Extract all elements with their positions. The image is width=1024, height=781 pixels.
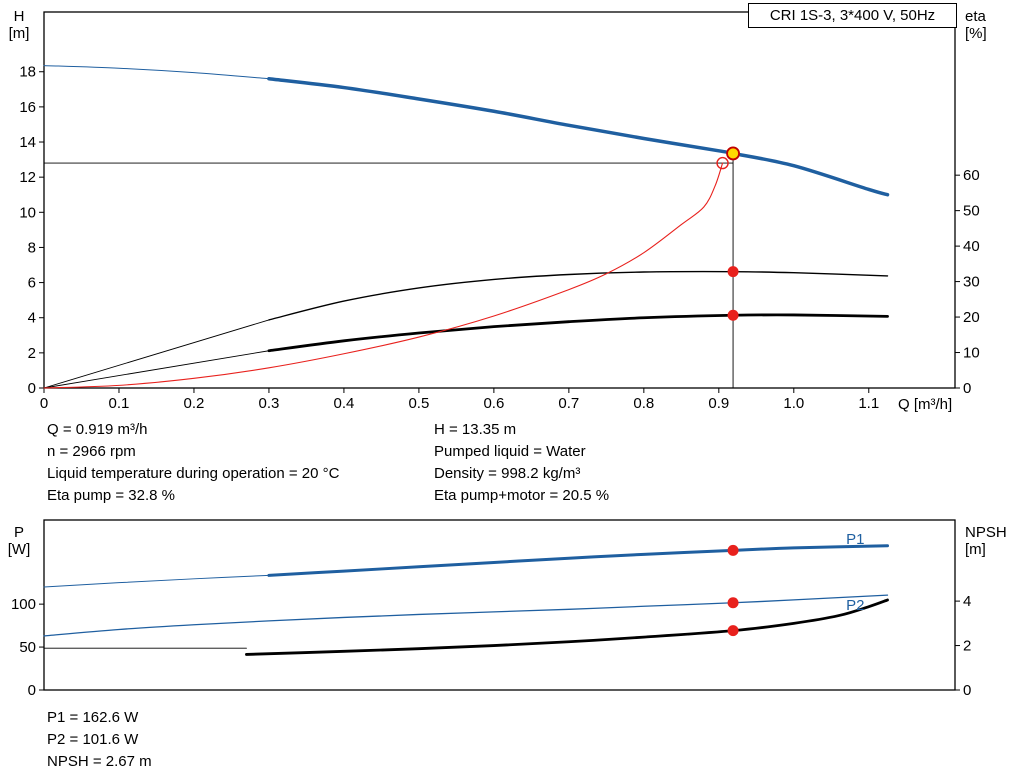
x-axis-tick-label: 0.8 [633,395,654,412]
left-axis-tick-label: 8 [28,239,36,256]
left-axis-unit: [W] [8,541,31,558]
eta-pump-point [727,266,739,278]
eta-pump-motor-lead-curve [43,350,270,389]
chart-frame [43,519,956,691]
left-axis-tick-label: 50 [19,639,36,656]
left-axis-unit: [m] [9,25,30,42]
right-axis-title: NPSH [965,524,1007,541]
eta-pump-motor-readout: Eta pump+motor = 20.5 % [434,487,610,504]
pump-title-box: CRI 1S-3, 3*400 V, 50Hz [748,3,957,28]
right-axis-tick-label: 10 [963,345,980,362]
chart-frame [43,11,956,389]
right-axis-tick-label: 0 [963,682,971,699]
x-axis-tick-label: 0.9 [708,395,729,412]
left-axis-tick-label: 10 [19,204,36,221]
x-axis-title: Q [m³/h] [898,396,952,413]
p1-extension-curve [43,574,270,588]
left-axis-tick-label: 2 [28,345,36,362]
operating-data-right-column: H = 13.35 m Pumped liquid = Water Densit… [434,419,609,507]
right-axis-unit: [m] [965,541,986,558]
qh-extension-curve [43,65,270,80]
npsh-point [727,625,739,637]
x-axis-tick-label: 0.6 [483,395,504,412]
x-axis-tick-label: 0.4 [333,395,354,412]
right-axis-title: eta [965,8,987,25]
left-axis-tick-label: 100 [11,596,36,613]
left-axis-tick-label: 0 [28,380,36,397]
x-axis-tick-label: 0.5 [408,395,429,412]
npsh-readout: NPSH = 2.67 m [47,753,152,770]
eta-pump-motor-curve [267,313,889,353]
head-readout: H = 13.35 m [434,421,517,438]
x-axis-tick-label: 0.1 [109,395,130,412]
right-axis-tick-label: 20 [963,309,980,326]
right-axis-unit: [%] [965,25,987,42]
left-axis-tick-label: 12 [19,169,36,186]
left-axis-title: H [14,8,25,25]
x-axis-tick-label: 0.7 [558,395,579,412]
x-axis-tick-label: 0.3 [259,395,280,412]
liquid-temperature-readout: Liquid temperature during operation = 20… [47,465,340,482]
right-axis-tick-label: 60 [963,167,980,184]
right-axis-tick-label: 50 [963,203,980,220]
x-axis-tick-label: 0.2 [184,395,205,412]
left-axis-tick-label: 16 [19,99,36,116]
x-axis-tick-label: 1.0 [783,395,804,412]
curve-label-P1: P1 [846,531,864,548]
npsh-curve [245,598,889,656]
left-axis-tick-label: 4 [28,310,36,327]
left-axis-title: P [14,524,24,541]
density-readout: Density = 998.2 kg/m³ [434,465,581,482]
eta-pump-readout: Eta pump = 32.8 % [47,487,175,504]
system-curve-curve [43,162,724,389]
left-axis-tick-label: 6 [28,275,36,292]
pumped-liquid-readout: Pumped liquid = Water [434,443,586,460]
p2-curve [43,594,889,637]
right-axis-tick-label: 4 [963,593,971,610]
p1-curve [267,544,890,577]
left-axis-tick-label: 14 [19,134,36,151]
speed-readout: n = 2966 rpm [47,443,136,460]
left-axis-tick-label: 0 [28,682,36,699]
eta-pump-lead-curve [43,319,270,389]
qh-main-curve [267,77,890,197]
x-axis-tick-label: 1.1 [858,395,879,412]
operating-data-left-column: Q = 0.919 m³/h n = 2966 rpm Liquid tempe… [47,419,339,507]
curve-label-P2: P2 [846,597,864,614]
system-intersection-point [716,156,729,170]
p2-readout: P2 = 101.6 W [47,731,139,748]
power-npsh-readouts: P1 = 162.6 W P2 = 101.6 W NPSH = 2.67 m [47,707,152,773]
flow-readout: Q = 0.919 m³/h [47,421,148,438]
x-axis-tick-label: 0 [40,395,48,412]
right-axis-tick-label: 2 [963,638,971,655]
duty-point [726,146,740,161]
eta-pump-curve [268,270,889,321]
p2-point [727,597,739,609]
left-axis-tick-label: 18 [19,64,36,81]
eta-pump-motor-point [727,309,739,321]
p1-point [727,544,739,556]
right-axis-tick-label: 0 [963,380,971,397]
right-axis-tick-label: 30 [963,274,980,291]
p1-readout: P1 = 162.6 W [47,709,139,726]
right-axis-tick-label: 40 [963,238,980,255]
